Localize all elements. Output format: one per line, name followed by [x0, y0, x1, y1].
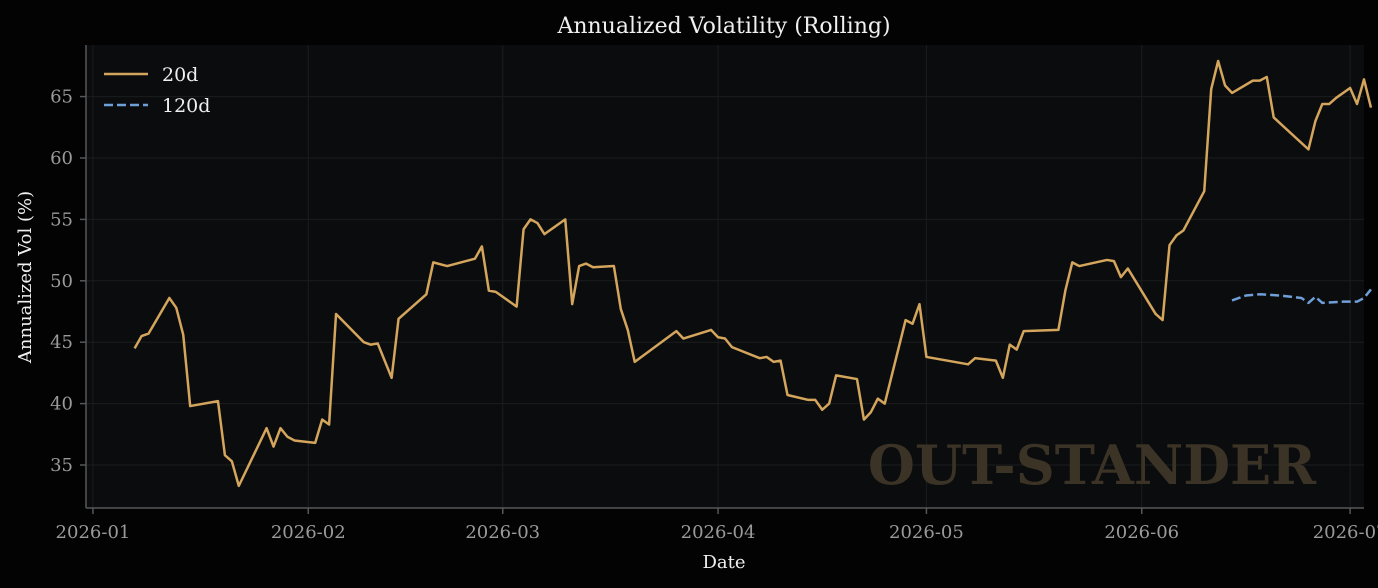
y-tick-label: 65 — [50, 87, 73, 108]
legend-label-20d: 20d — [162, 64, 198, 86]
plot-area — [86, 45, 1364, 508]
y-tick-label: 40 — [50, 394, 73, 415]
y-tick-label: 60 — [50, 148, 73, 169]
x-tick-label: 2026-06 — [1104, 522, 1179, 543]
x-ticks: 2026-01 2026-02 2026-03 2026-04 2026-05 2026-… — [56, 508, 1378, 543]
x-tick-label: 2026-03 — [465, 522, 540, 543]
x-tick-label: 2026-07 — [1313, 522, 1378, 543]
grid — [86, 45, 1364, 508]
legend-label-120d: 120d — [162, 95, 210, 117]
y-tick-label: 55 — [50, 209, 73, 230]
y-tick-label: 35 — [50, 455, 73, 476]
axes — [85, 45, 1364, 509]
chart-title: Annualized Volatility (Rolling) — [556, 14, 890, 39]
x-axis-label: Date — [702, 552, 745, 573]
y-tick-label: 50 — [50, 271, 73, 292]
x-tick-label: 2026-01 — [56, 522, 131, 543]
legend: 20d 120d — [104, 64, 210, 117]
x-tick-label: 2026-02 — [271, 522, 346, 543]
x-tick-label: 2026-04 — [681, 522, 756, 543]
series-lines — [133, 59, 1373, 488]
series-line-20d — [133, 59, 1373, 488]
watermark: OUT-STANDER — [868, 433, 1317, 497]
x-tick-label: 2026-05 — [889, 522, 964, 543]
series-line-120d — [1231, 288, 1372, 305]
y-ticks: 35 40 45 50 55 60 65 — [50, 87, 86, 476]
y-axis-label: Annualized Vol (%) — [15, 191, 36, 364]
y-tick-label: 45 — [50, 332, 73, 353]
